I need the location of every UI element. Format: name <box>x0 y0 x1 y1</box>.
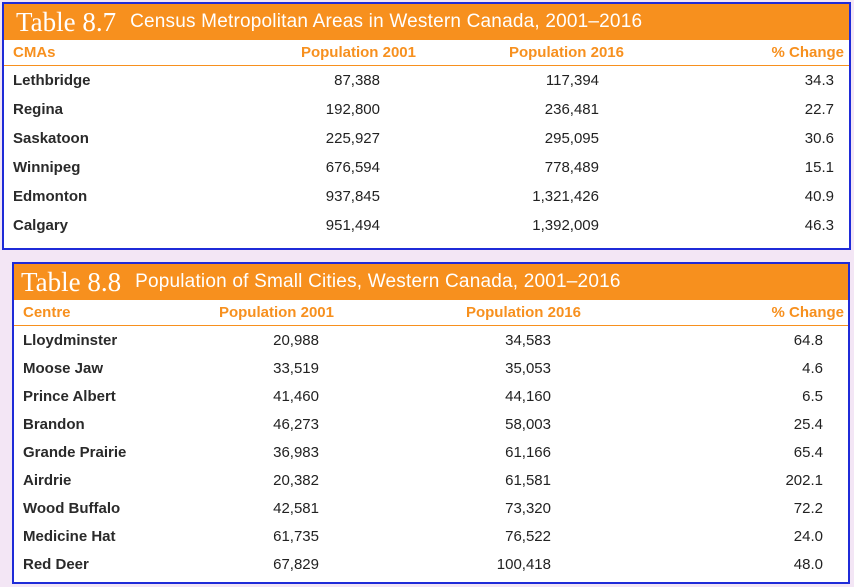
row-label: Airdrie <box>23 471 72 489</box>
table-row: Saskatoon 225,927 295,095 30.6 <box>4 124 849 153</box>
table-title: Population of Small Cities, Western Cana… <box>135 271 621 292</box>
table-row: Red Deer 67,829 100,418 48.0 <box>14 550 848 578</box>
cell-value: 33,519 <box>273 359 319 377</box>
table-row: Brandon 46,273 58,003 25.4 <box>14 410 848 438</box>
row-label: Calgary <box>13 217 69 234</box>
cell-value: 295,095 <box>544 130 599 147</box>
table-row: Edmonton 937,845 1,321,426 40.9 <box>4 182 849 211</box>
cell-value: 202.1 <box>785 471 823 489</box>
cell-value: 20,382 <box>273 471 319 489</box>
row-label: Moose Jaw <box>23 359 104 377</box>
cell-value: 1,321,426 <box>532 188 599 205</box>
row-label: Saskatoon <box>13 130 89 147</box>
cell-value: 36,983 <box>273 443 319 461</box>
column-header: CMAs <box>4 40 174 66</box>
cell-value: 778,489 <box>544 159 599 176</box>
table-row: Moose Jaw 33,519 35,053 4.6 <box>14 354 848 382</box>
header-row: Centre Population 2001 Population 2016 %… <box>14 300 848 326</box>
table-8-8: Table 8.8 Population of Small Cities, We… <box>12 262 850 584</box>
table-row: Grande Prairie 36,983 61,166 65.4 <box>14 438 848 466</box>
cell-value: 117,394 <box>545 72 599 89</box>
cell-value: 46.3 <box>804 217 834 234</box>
cell-value: 100,418 <box>496 555 551 573</box>
column-header: Population 2016 <box>334 300 581 326</box>
table-8-7-grid: CMAs Population 2001 Population 2016 % C… <box>4 40 849 240</box>
row-label: Wood Buffalo <box>23 499 121 517</box>
cell-value: 15.1 <box>804 159 834 176</box>
row-label: Brandon <box>23 415 85 433</box>
row-label: Red Deer <box>23 555 89 573</box>
cell-value: 40.9 <box>804 188 834 205</box>
table-8-7: Table 8.7 Census Metropolitan Areas in W… <box>2 2 851 250</box>
cell-value: 20,988 <box>273 331 319 349</box>
row-label: Medicine Hat <box>23 527 116 545</box>
row-label: Grande Prairie <box>23 443 127 461</box>
cell-value: 192,800 <box>325 101 380 118</box>
table-number: Table 8.8 <box>21 266 122 297</box>
table-title: Census Metropolitan Areas in Western Can… <box>130 11 643 32</box>
row-label: Lethbridge <box>13 72 91 89</box>
table-row: Winnipeg 676,594 778,489 15.1 <box>4 153 849 182</box>
cell-value: 61,581 <box>505 471 551 489</box>
cell-value: 25.4 <box>793 415 823 433</box>
cell-value: 87,388 <box>334 72 380 89</box>
header-row: CMAs Population 2001 Population 2016 % C… <box>4 40 849 66</box>
cell-value: 676,594 <box>325 159 380 176</box>
table-row: Airdrie 20,382 61,581 202.1 <box>14 466 848 494</box>
table-row: Lloydminster 20,988 34,583 64.8 <box>14 326 848 355</box>
cell-value: 41,460 <box>273 387 319 405</box>
cell-value: 951,494 <box>325 217 380 234</box>
table-row: Regina 192,800 236,481 22.7 <box>4 95 849 124</box>
cell-value: 67,829 <box>273 555 319 573</box>
cell-value: 236,481 <box>544 101 599 118</box>
column-header: Population 2001 <box>174 40 416 66</box>
column-header: % Change <box>581 300 848 326</box>
column-header: Population 2016 <box>416 40 646 66</box>
cell-value: 22.7 <box>804 101 834 118</box>
cell-value: 61,166 <box>505 443 551 461</box>
cell-value: 30.6 <box>804 130 834 147</box>
table-8-7-title-bar: Table 8.7 Census Metropolitan Areas in W… <box>4 4 849 40</box>
row-label: Regina <box>13 101 64 118</box>
column-header: Population 2001 <box>184 300 334 326</box>
cell-value: 24.0 <box>793 527 823 545</box>
row-label: Lloydminster <box>23 331 118 349</box>
cell-value: 61,735 <box>273 527 319 545</box>
table-row: Prince Albert 41,460 44,160 6.5 <box>14 382 848 410</box>
cell-value: 73,320 <box>505 499 551 517</box>
cell-value: 6.5 <box>802 387 823 405</box>
cell-value: 42,581 <box>273 499 319 517</box>
cell-value: 225,927 <box>325 130 380 147</box>
table-row: Calgary 951,494 1,392,009 46.3 <box>4 211 849 240</box>
table-8-8-title-bar: Table 8.8 Population of Small Cities, We… <box>14 264 848 300</box>
cell-value: 58,003 <box>505 415 551 433</box>
cell-value: 46,273 <box>273 415 319 433</box>
cell-value: 34.3 <box>804 72 834 89</box>
cell-value: 48.0 <box>793 555 823 573</box>
table-row: Lethbridge 87,388 117,394 34.3 <box>4 66 849 96</box>
cell-value: 64.8 <box>793 331 823 349</box>
cell-value: 937,845 <box>325 188 380 205</box>
cell-value: 34,583 <box>505 331 551 349</box>
cell-value: 72.2 <box>793 499 823 517</box>
cell-value: 65.4 <box>793 443 823 461</box>
table-8-8-grid: Centre Population 2001 Population 2016 %… <box>14 300 848 578</box>
table-row: Medicine Hat 61,735 76,522 24.0 <box>14 522 848 550</box>
column-header: % Change <box>646 40 849 66</box>
row-label: Winnipeg <box>13 159 81 176</box>
row-label: Prince Albert <box>23 387 116 405</box>
cell-value: 1,392,009 <box>532 217 599 234</box>
cell-value: 44,160 <box>505 387 551 405</box>
row-label: Edmonton <box>13 188 88 205</box>
cell-value: 35,053 <box>505 359 551 377</box>
cell-value: 4.6 <box>802 359 823 377</box>
table-number: Table 8.7 <box>16 6 117 37</box>
table-row: Wood Buffalo 42,581 73,320 72.2 <box>14 494 848 522</box>
column-header: Centre <box>14 300 184 326</box>
cell-value: 76,522 <box>505 527 551 545</box>
